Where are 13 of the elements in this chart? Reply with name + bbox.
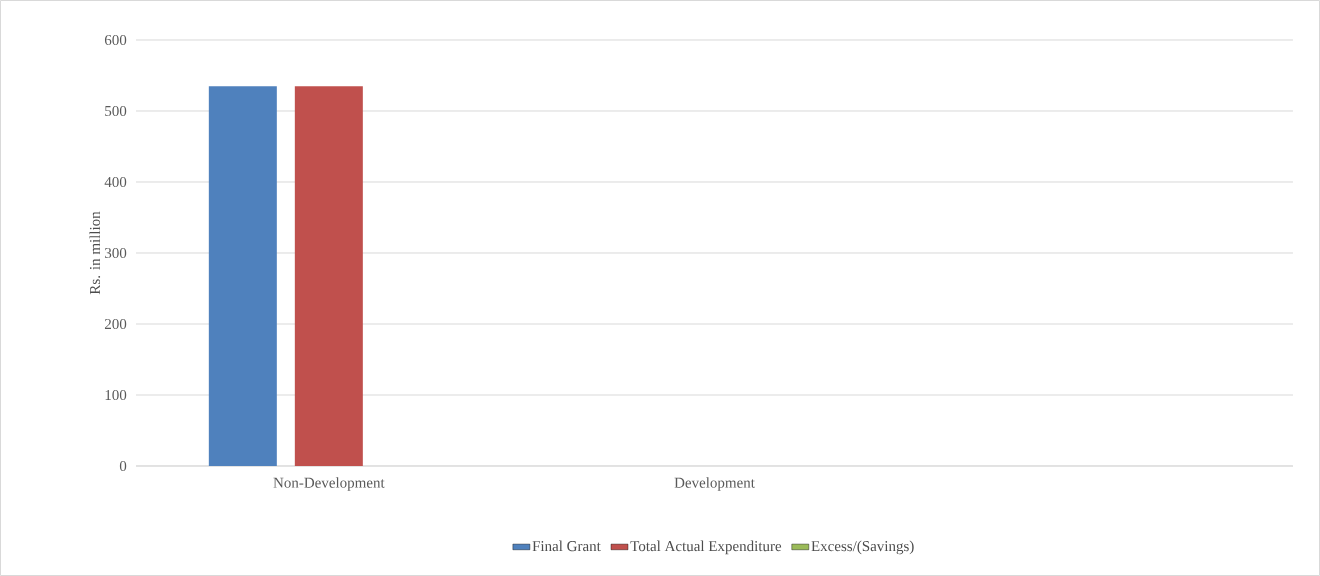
y-tick-label: 0 bbox=[119, 460, 127, 472]
y-tick-label: 500 bbox=[105, 105, 127, 117]
x-tick-label: Development bbox=[674, 477, 755, 491]
legend-label: Excess/(Savings) bbox=[811, 540, 914, 555]
x-tick-label: Non-Development bbox=[273, 477, 385, 491]
legend-label: Total Actual Expenditure bbox=[630, 540, 782, 555]
legend-label: Final Grant bbox=[532, 540, 601, 552]
y-tick-label: 600 bbox=[104, 34, 127, 46]
y-axis-title: Rs. in million bbox=[89, 211, 101, 295]
y-tick-label: 200 bbox=[104, 318, 127, 330]
y-tick-label: 100 bbox=[105, 389, 127, 401]
y-tick-label: 400 bbox=[104, 176, 127, 188]
y-tick-label: 300 bbox=[105, 247, 127, 259]
